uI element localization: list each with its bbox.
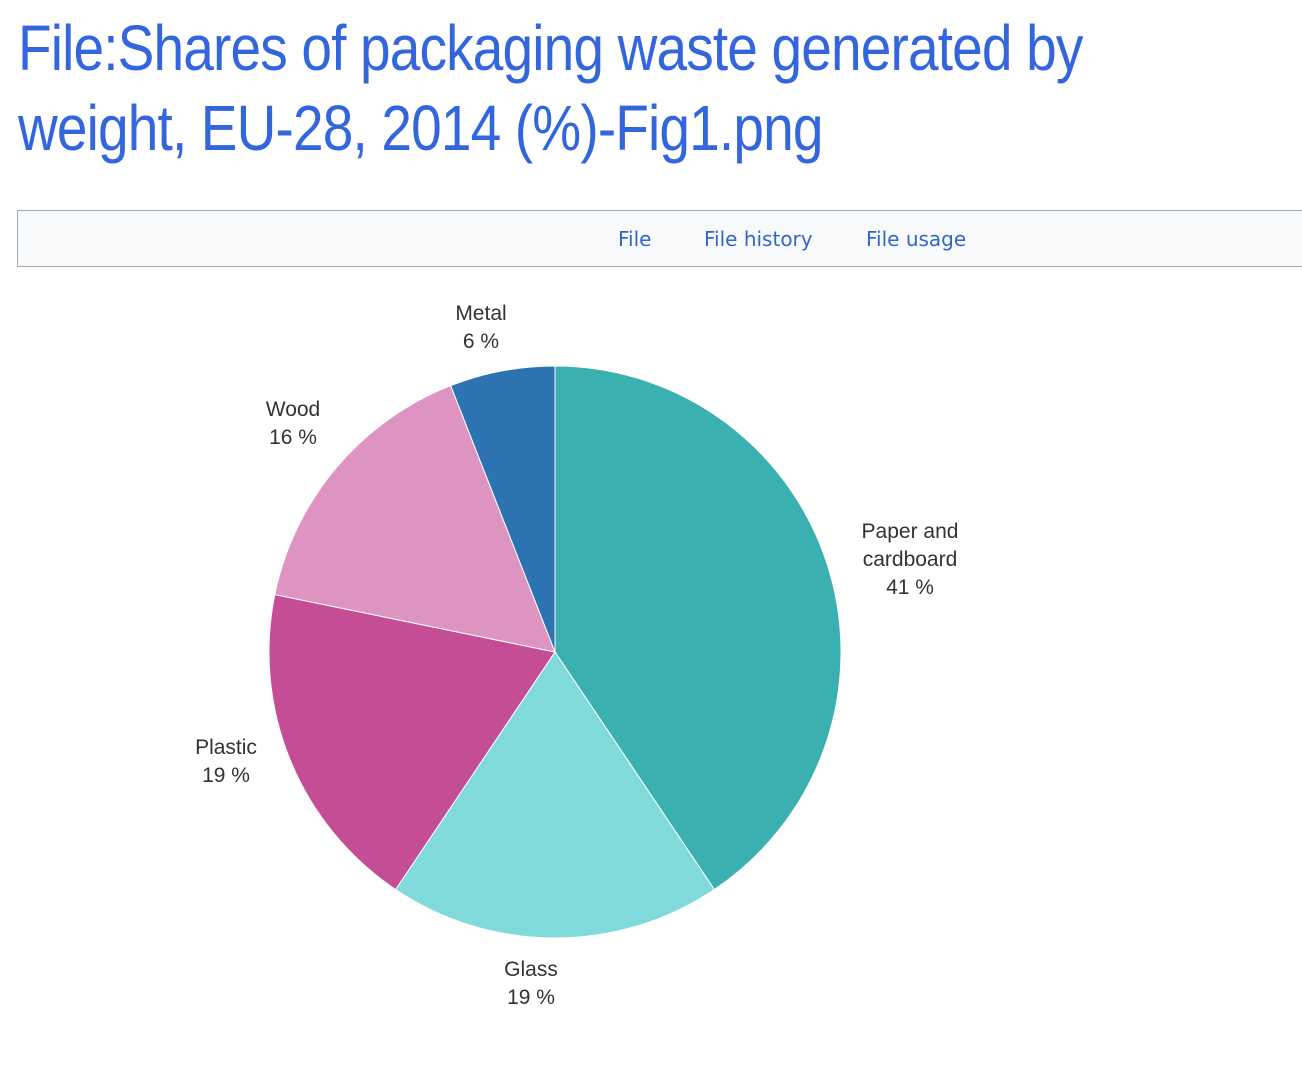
pie-slice-paper-and-cardboard [554,365,842,891]
pie-value-label: 16 % [269,426,317,449]
pie-slice-glass [394,651,716,939]
pie-label-plastic: Plastic 19 % [195,736,257,787]
pie-slice-plastic [268,593,556,891]
pie-label-wood: Wood 16 % [266,398,320,449]
chart-image[interactable]: Paper and cardboard 41 % Glass 19 % Plastic 19… [0,280,1302,1060]
pie-value-label: 6 % [463,330,499,353]
pie-value-label: 41 % [886,576,934,599]
tab-file[interactable]: File [618,227,652,251]
tab-file-history[interactable]: File history [704,227,813,251]
pie-label-glass: Glass 19 % [504,958,558,1009]
pie-label-metal: Metal 6 % [455,302,506,353]
pie-category-label: Wood [266,398,320,421]
pie-slice-metal [450,365,556,653]
tab-file-usage[interactable]: File usage [866,227,967,251]
pie-category-label: cardboard [863,548,958,571]
pie-value-label: 19 % [202,764,250,787]
pie-slice-wood [274,385,556,653]
pie-category-label: Glass [504,958,558,981]
page-title: File:Shares of packaging waste generated… [18,12,1083,164]
pie-chart: Paper and cardboard 41 % Glass 19 % Plastic 19… [195,302,959,1009]
pie-value-label: 19 % [507,986,555,1009]
pie-category-label: Paper and [862,520,959,543]
pie-category-label: Metal [455,302,506,325]
file-tabs-bar: File File history File usage [17,210,1302,267]
pie-category-label: Plastic [195,736,257,759]
pie-label-paper-and-cardboard: Paper and cardboard 41 % [862,520,959,599]
